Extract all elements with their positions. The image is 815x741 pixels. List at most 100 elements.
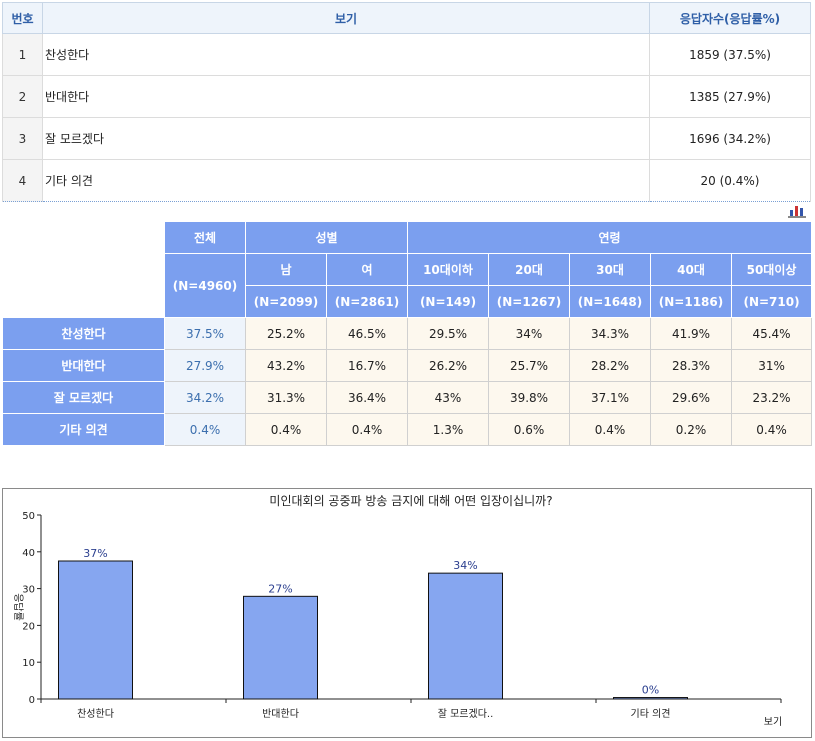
value-cell: 29.5% (407, 317, 489, 350)
x-axis-label: 보기 (764, 716, 782, 728)
row-num: 3 (2, 117, 43, 160)
col-label: 남 (245, 253, 327, 286)
total-value: 0.4% (164, 413, 246, 446)
row-option: 반대한다 (42, 75, 650, 118)
col-label: 30대 (569, 253, 651, 286)
header-num: 번호 (2, 2, 43, 34)
row-num: 2 (2, 75, 43, 118)
bar-data-label: 27% (268, 582, 292, 595)
bar (428, 572, 503, 700)
value-cell: 39.8% (488, 381, 570, 414)
value-cell: 0.4% (245, 413, 327, 446)
value-cell: 46.5% (326, 317, 408, 350)
crosstab-row: 잘 모르겠다 34.2% 31.3% 36.4% 43% 39.8% 37.1%… (2, 381, 813, 414)
value-cell: 23.2% (730, 381, 813, 414)
row-label: 찬성한다 (2, 317, 165, 350)
crosstab-table: 전체 성별 연령 (N=4960) 남 여 10대이하 20대 30대 40대 … (2, 221, 813, 446)
summary-table: 번호 보기 응답자수(응답률%) 1 찬성한다 1859 (37.5%) 2 반… (2, 2, 811, 202)
row-label: 기타 의견 (2, 413, 165, 446)
y-tick-label: 40 (22, 548, 35, 559)
col-n: (N=149) (407, 285, 489, 318)
value-cell: 34% (488, 317, 570, 350)
col-label: 40대 (650, 253, 732, 286)
value-cell: 31% (730, 349, 813, 382)
col-label: 50대이상 (730, 253, 813, 286)
age-header: 연령 (406, 221, 813, 254)
y-tick-label: 0 (29, 695, 35, 706)
col-label: 여 (326, 253, 408, 286)
value-cell: 45.4% (730, 317, 813, 350)
value-cell: 41.9% (650, 317, 732, 350)
value-cell: 34.3% (569, 317, 651, 350)
col-n: (N=1186) (650, 285, 732, 318)
crosstab-row: 반대한다 27.9% 43.2% 16.7% 26.2% 25.7% 28.2%… (2, 349, 813, 382)
bar-chart: 미인대회의 공중파 방송 금지에 대해 어떤 입장이십니까? 응답률 보기 0 1… (3, 489, 811, 737)
header-option: 보기 (42, 2, 650, 34)
x-tick-label: 잘 모르겠다.. (438, 708, 494, 720)
row-count: 1859 (37.5%) (649, 33, 811, 76)
col-n: (N=2861) (326, 285, 408, 318)
value-cell: 0.6% (488, 413, 570, 446)
total-header: 전체 (164, 221, 246, 254)
row-num: 1 (2, 33, 43, 76)
y-tick-label: 30 (22, 585, 35, 596)
summary-header-row: 번호 보기 응답자수(응답률%) (2, 2, 811, 34)
value-cell: 37.1% (569, 381, 651, 414)
row-num: 4 (2, 159, 43, 202)
value-cell: 28.3% (650, 349, 732, 382)
value-cell: 43.2% (245, 349, 327, 382)
bar (58, 560, 133, 700)
value-cell: 29.6% (650, 381, 732, 414)
value-cell: 36.4% (326, 381, 408, 414)
bar-chart-panel: 미인대회의 공중파 방송 금지에 대해 어떤 입장이십니까? 응답률 보기 0 1… (2, 488, 812, 738)
blank-corner (2, 221, 165, 318)
col-n: (N=2099) (245, 285, 327, 318)
value-cell: 31.3% (245, 381, 327, 414)
value-cell: 25.7% (488, 349, 570, 382)
row-option: 기타 의견 (42, 159, 650, 202)
value-cell: 16.7% (326, 349, 408, 382)
value-cell: 43% (407, 381, 489, 414)
bar-data-label: 0% (642, 684, 659, 697)
x-tick-label: 기타 의견 (631, 708, 671, 720)
col-n: (N=1267) (488, 285, 570, 318)
total-value: 27.9% (164, 349, 246, 382)
gender-header: 성별 (245, 221, 408, 254)
chart-plot-area: 0 10 20 30 40 50 37% 찬성한다 27% 반대한다 34% 잘 모르겠다.. 0% 기타… (22, 511, 782, 720)
bar-chart-icon[interactable] (788, 204, 806, 218)
crosstab-row: 찬성한다 37.5% 25.2% 46.5% 29.5% 34% 34.3% 4… (2, 317, 813, 350)
x-tick-label: 찬성한다 (77, 708, 114, 720)
y-tick-label: 10 (22, 658, 35, 669)
col-n: (N=710) (730, 285, 813, 318)
crosstab-row: 기타 의견 0.4% 0.4% 0.4% 1.3% 0.6% 0.4% 0.2%… (2, 413, 813, 446)
bar (243, 595, 318, 700)
summary-row: 4 기타 의견 20 (0.4%) (2, 159, 811, 202)
value-cell: 1.3% (407, 413, 489, 446)
col-n: (N=1648) (569, 285, 651, 318)
value-cell: 28.2% (569, 349, 651, 382)
summary-row: 3 잘 모르겠다 1696 (34.2%) (2, 117, 811, 160)
y-axis-label: 응답률 (12, 593, 24, 621)
header-count: 응답자수(응답률%) (649, 2, 811, 34)
y-tick-label: 20 (22, 621, 35, 632)
total-n: (N=4960) (164, 253, 246, 318)
row-count: 1385 (27.9%) (649, 75, 811, 118)
row-label: 잘 모르겠다 (2, 381, 165, 414)
row-count: 20 (0.4%) (649, 159, 811, 202)
value-cell: 0.4% (326, 413, 408, 446)
value-cell: 25.2% (245, 317, 327, 350)
total-value: 34.2% (164, 381, 246, 414)
bar-data-label: 34% (453, 559, 477, 572)
bar-data-label: 37% (83, 547, 107, 560)
value-cell: 0.2% (650, 413, 732, 446)
row-label: 반대한다 (2, 349, 165, 382)
col-label: 10대이하 (407, 253, 489, 286)
total-value: 37.5% (164, 317, 246, 350)
bar (613, 697, 688, 700)
value-cell: 0.4% (730, 413, 813, 446)
summary-row: 1 찬성한다 1859 (37.5%) (2, 33, 811, 76)
x-tick-label: 반대한다 (262, 708, 299, 720)
row-count: 1696 (34.2%) (649, 117, 811, 160)
y-tick-label: 50 (22, 511, 35, 522)
summary-row: 2 반대한다 1385 (27.9%) (2, 75, 811, 118)
